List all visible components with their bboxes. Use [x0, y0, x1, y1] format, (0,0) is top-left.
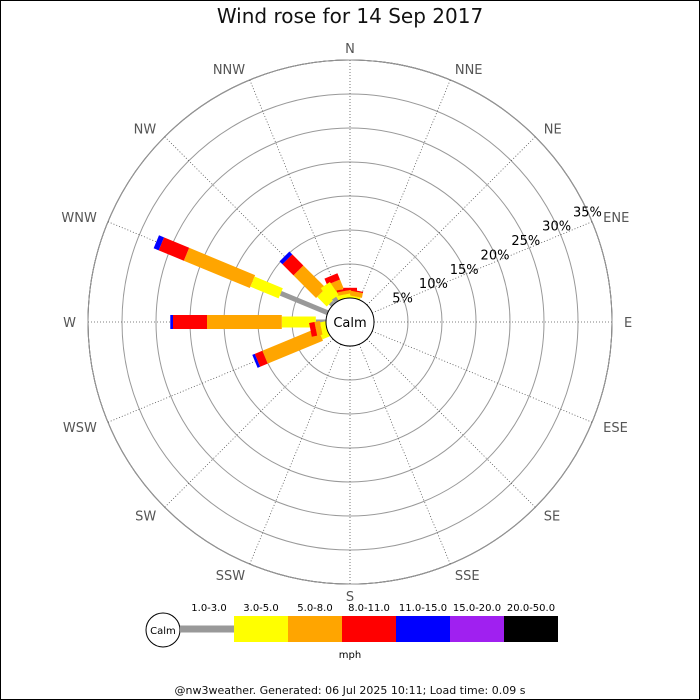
bar-segment-wsw-bin-4: [252, 353, 261, 368]
direction-label-ssw: SSW: [216, 569, 246, 584]
direction-label-sse: SSE: [455, 569, 480, 584]
legend-label-5: 15.0-20.0: [453, 603, 501, 614]
percent-label-6: 30%: [542, 220, 571, 235]
direction-label-nw: NW: [134, 122, 157, 137]
bar-segment-wsw-bin-3: [254, 350, 268, 367]
direction-labels: N NNE NE ENE E ESE SE SSE S SSW SW WSW W WNW NW NNW: [61, 42, 632, 605]
legend-label-6: 20.0-50.0: [507, 603, 555, 614]
ring-5: [155, 127, 545, 517]
spoke-ese: [349, 321, 593, 423]
calm-circle: Calm: [325, 297, 375, 347]
direction-label-se: SE: [544, 510, 560, 525]
legend-label-3: 8.0-11.0: [348, 603, 390, 614]
direction-label-n: N: [345, 42, 355, 57]
inner-bar-segment-nnw-bin-1: [339, 293, 351, 300]
direction-label-wsw: WSW: [63, 421, 97, 436]
bar-segment-nw-bin-1: [317, 289, 335, 307]
legend-label-2: 5.0-8.0: [297, 603, 332, 614]
legend-label-0: 1.0-3.0: [191, 603, 226, 614]
percent-label-4: 20%: [481, 248, 510, 263]
legend-swatch-4: [396, 616, 450, 642]
legend-swatch-3: [342, 616, 396, 642]
bar-segment-nw-bin-0: [328, 300, 335, 307]
inner-bar-segment-wsw-bin-2: [314, 320, 323, 336]
bar-segment-nw-bin-4: [279, 251, 293, 265]
chart-title: Wind rose for 14 Sep 2017: [216, 4, 484, 28]
bar-segment-wsw-bin-2: [262, 327, 323, 364]
inner-bar-segment-nw-bin-0: [331, 296, 339, 304]
percent-label-1: 5%: [392, 291, 413, 306]
inner-bar-segment-wsw-bin-1: [320, 321, 328, 334]
legend-swatch-0: [180, 625, 234, 633]
percent-label-5: 25%: [511, 234, 540, 249]
bar-segment-wnw-bin-0: [279, 290, 329, 316]
direction-label-w: W: [63, 316, 76, 331]
direction-label-wnw: WNW: [61, 211, 97, 226]
calm-center: [325, 297, 375, 347]
legend-swatch-1: [234, 616, 288, 642]
inner-bar-segment-nw-bin-1: [320, 282, 339, 302]
footer-text: @nw3weather. Generated: 06 Jul 2025 10:1…: [174, 684, 526, 697]
bar-segment-nnw-bin-3: [324, 273, 340, 285]
legend-unit: mph: [339, 650, 361, 661]
direction-label-e: E: [624, 316, 632, 331]
bar-segment-wnw-bin-4: [153, 235, 165, 251]
bar-segment-nw-bin-2: [293, 265, 326, 298]
legend-label-4: 11.0-15.0: [399, 603, 447, 614]
legend-swatch-6: [504, 616, 558, 642]
direction-label-nnw: NNW: [213, 63, 245, 78]
legend-swatch-2: [288, 616, 342, 642]
legend-swatch-5: [450, 616, 504, 642]
bar-segment-nnw-bin-2: [327, 279, 344, 294]
percent-label-3: 15%: [450, 263, 479, 278]
wind-bars: [153, 235, 364, 368]
percent-label-7: 35%: [573, 205, 602, 220]
legend-calm-label: Calm: [150, 626, 176, 637]
direction-label-ene: ENE: [603, 211, 629, 226]
direction-label-ese: ESE: [603, 421, 628, 436]
percent-labels: 5% 10%15%20%25%30%35%: [392, 205, 602, 306]
legend-label-1: 3.0-5.0: [243, 603, 278, 614]
inner-bar-segment-nnw-bin-2: [336, 289, 352, 296]
inner-bar-segment-n-bin-2: [348, 290, 363, 298]
bar-segment-wnw-bin-2: [183, 247, 256, 289]
calm-label: Calm: [333, 316, 366, 331]
direction-label-sw: SW: [135, 510, 156, 525]
inner-bar-segment-wsw-bin-3: [309, 321, 318, 337]
percent-label-2: 10%: [419, 277, 448, 292]
legend: Calm 1.0-3.0 3.0-5.0 5.0-8.0 8.0-11.0 11.0-15…: [145, 603, 558, 661]
direction-label-ne: NE: [544, 122, 562, 137]
spoke-sse: [349, 321, 451, 565]
bar-segment-wnw-bin-3: [158, 237, 190, 261]
bar-segment-nw-bin-3: [282, 254, 304, 276]
direction-label-s: S: [346, 590, 354, 605]
bar-segment-wnw-bin-1: [250, 276, 283, 299]
direction-label-nne: NNE: [455, 63, 483, 78]
